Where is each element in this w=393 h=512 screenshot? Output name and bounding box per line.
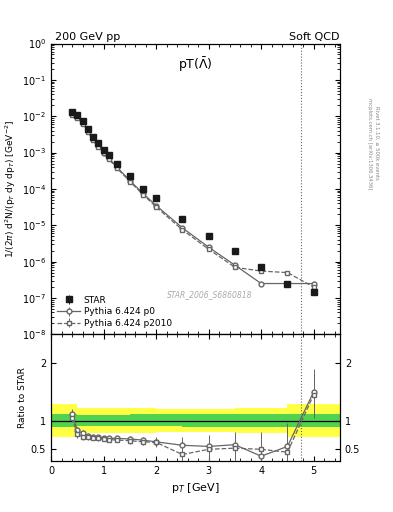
Y-axis label: 1/(2$\pi$) d$^2$N/(p$_T$ dy dp$_T$) [GeV$^{-2}$]: 1/(2$\pi$) d$^2$N/(p$_T$ dy dp$_T$) [GeV… xyxy=(4,120,18,258)
X-axis label: p$_T$ [GeV]: p$_T$ [GeV] xyxy=(171,481,220,495)
Text: STAR_2006_S6860818: STAR_2006_S6860818 xyxy=(167,290,253,300)
Text: Soft QCD: Soft QCD xyxy=(290,32,340,42)
Text: mcplots.cern.ch [arXiv:1306.3436]: mcplots.cern.ch [arXiv:1306.3436] xyxy=(367,98,372,189)
Legend: STAR, Pythia 6.424 p0, Pythia 6.424 p2010: STAR, Pythia 6.424 p0, Pythia 6.424 p201… xyxy=(55,294,174,330)
Text: 200 GeV pp: 200 GeV pp xyxy=(55,32,120,42)
Text: pT($\bar{\Lambda}$): pT($\bar{\Lambda}$) xyxy=(178,55,213,74)
Text: Rivet 3.1.10, ≥ 500k events: Rivet 3.1.10, ≥ 500k events xyxy=(374,106,379,180)
Y-axis label: Ratio to STAR: Ratio to STAR xyxy=(18,367,27,428)
